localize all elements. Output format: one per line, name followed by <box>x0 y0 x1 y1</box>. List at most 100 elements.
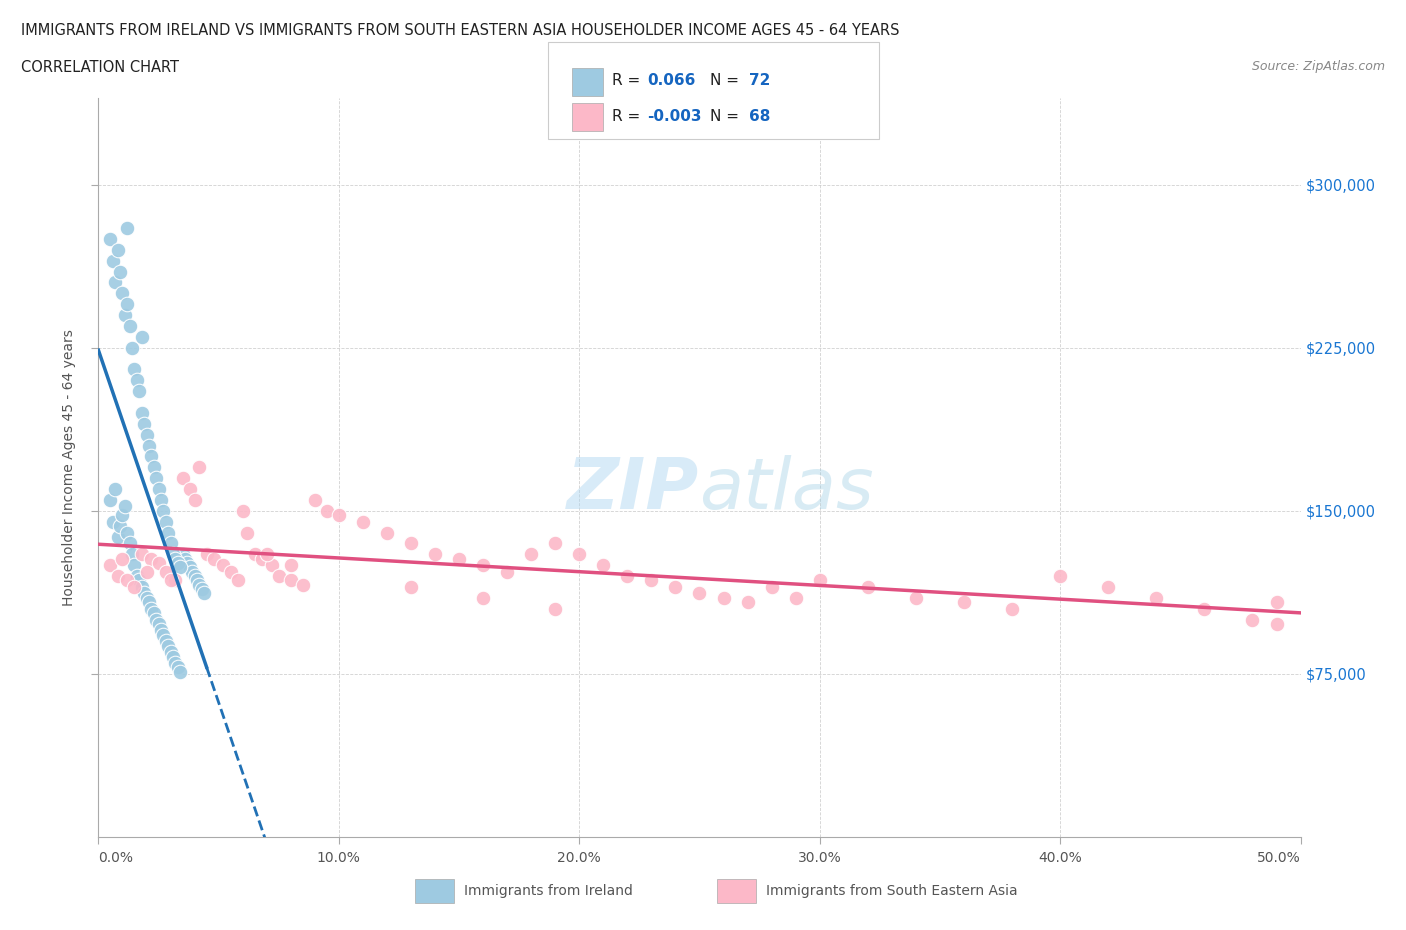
Point <box>155 514 177 529</box>
Point <box>179 560 201 575</box>
Point <box>101 514 124 529</box>
Point <box>101 253 124 268</box>
Point <box>236 525 259 540</box>
Point <box>664 579 686 594</box>
Text: R =: R = <box>612 109 645 124</box>
Point <box>256 547 278 562</box>
Point <box>128 573 150 588</box>
Text: 10.0%: 10.0% <box>316 851 361 865</box>
Point <box>183 493 205 508</box>
Point <box>152 503 174 518</box>
Point <box>447 551 470 566</box>
Text: Immigrants from Ireland: Immigrants from Ireland <box>464 884 633 898</box>
Point <box>399 579 422 594</box>
Point <box>243 547 266 562</box>
Point <box>104 275 127 290</box>
Text: Source: ZipAtlas.com: Source: ZipAtlas.com <box>1251 60 1385 73</box>
Point <box>689 586 711 601</box>
Point <box>162 649 184 664</box>
Point <box>148 555 170 570</box>
Point <box>520 547 543 562</box>
Point <box>856 579 879 594</box>
Point <box>159 573 181 588</box>
Point <box>117 297 139 312</box>
Point <box>188 578 211 592</box>
Point <box>212 558 235 573</box>
Point <box>280 573 302 588</box>
Point <box>166 555 188 570</box>
Point <box>315 503 337 518</box>
Point <box>169 664 191 679</box>
Point <box>125 568 148 583</box>
Point <box>260 558 283 573</box>
Point <box>117 220 139 235</box>
Point <box>108 264 131 279</box>
Point <box>1265 617 1288 631</box>
Point <box>159 536 181 551</box>
Point <box>181 565 204 579</box>
Text: IMMIGRANTS FROM IRELAND VS IMMIGRANTS FROM SOUTH EASTERN ASIA HOUSEHOLDER INCOME: IMMIGRANTS FROM IRELAND VS IMMIGRANTS FR… <box>21 23 900 38</box>
Point <box>135 591 157 605</box>
Point <box>1097 579 1119 594</box>
Point <box>141 449 163 464</box>
Point <box>108 519 131 534</box>
Point <box>107 243 129 258</box>
Point <box>399 536 422 551</box>
Point <box>159 644 181 659</box>
Point <box>186 573 208 588</box>
Text: R =: R = <box>612 73 645 88</box>
Text: N =: N = <box>710 109 744 124</box>
Text: 68: 68 <box>749 109 770 124</box>
Text: Immigrants from South Eastern Asia: Immigrants from South Eastern Asia <box>766 884 1018 898</box>
Point <box>107 529 129 544</box>
Point <box>148 482 170 497</box>
Point <box>713 591 735 605</box>
Point <box>267 568 290 583</box>
Point <box>145 471 167 485</box>
Point <box>131 405 153 420</box>
Point <box>155 565 177 579</box>
Point <box>1144 591 1167 605</box>
Point <box>328 508 350 523</box>
Point <box>131 329 153 344</box>
Point <box>191 581 214 596</box>
Point <box>1001 601 1024 616</box>
Point <box>111 551 134 566</box>
Text: 0.066: 0.066 <box>647 73 695 88</box>
Text: atlas: atlas <box>700 455 875 524</box>
Point <box>1049 568 1071 583</box>
Point <box>472 591 495 605</box>
Text: -0.003: -0.003 <box>647 109 702 124</box>
Point <box>375 525 398 540</box>
Point <box>640 573 662 588</box>
Point <box>188 460 211 474</box>
Point <box>111 286 134 300</box>
Point <box>149 493 172 508</box>
Point <box>195 547 218 562</box>
Point <box>219 565 242 579</box>
Text: N =: N = <box>710 73 744 88</box>
Point <box>152 628 174 643</box>
Point <box>114 308 136 323</box>
Point <box>107 568 129 583</box>
Point <box>544 536 567 551</box>
Point <box>423 547 446 562</box>
Point <box>785 591 807 605</box>
Point <box>1194 601 1216 616</box>
Point <box>193 586 215 601</box>
Point <box>202 551 225 566</box>
Point <box>132 586 155 601</box>
Point <box>169 560 191 575</box>
Point <box>125 373 148 388</box>
Point <box>280 558 302 573</box>
Point <box>165 551 187 566</box>
Point <box>166 660 188 675</box>
Point <box>104 482 127 497</box>
Point <box>157 525 180 540</box>
Point <box>592 558 614 573</box>
Point <box>179 482 201 497</box>
Point <box>149 623 172 638</box>
Point <box>174 551 197 566</box>
Point <box>100 558 122 573</box>
Y-axis label: Householder Income Ages 45 - 64 years: Householder Income Ages 45 - 64 years <box>62 329 76 605</box>
